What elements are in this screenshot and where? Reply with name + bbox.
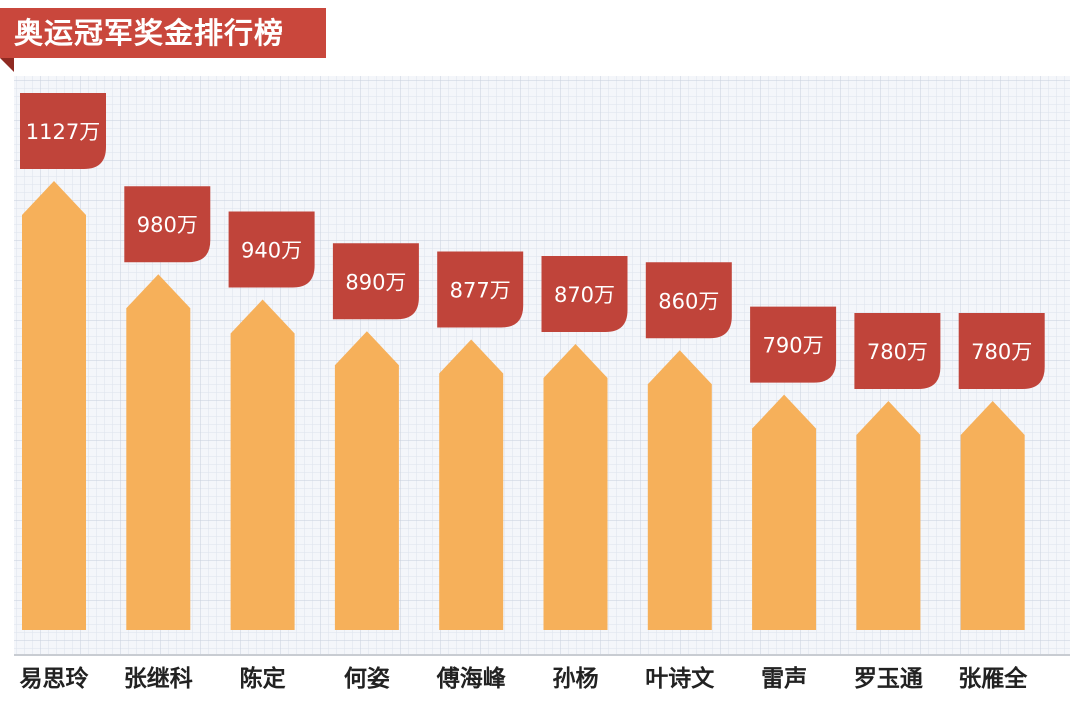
bar-6 — [543, 343, 608, 630]
value-label-box-2 — [124, 186, 211, 263]
x-tick-label-9: 罗玉通 — [854, 666, 923, 692]
x-tick-label-1: 易思玲 — [20, 665, 89, 692]
bar-9 — [856, 401, 921, 630]
value-label-1: 1127万 — [26, 120, 100, 144]
x-tick-label-7: 叶诗文 — [645, 665, 715, 692]
x-tick-label-6: 孙杨 — [553, 665, 599, 692]
x-tick-labels-group: 易思玲 张继科 陈定 何姿 傅海峰 孙杨 叶诗文 雷声 罗玉通 张雁全 — [20, 665, 1029, 692]
value-label-box-8 — [750, 306, 837, 383]
title-ribbon-fold — [0, 58, 14, 72]
bar-8 — [752, 394, 817, 630]
value-label-box-4 — [332, 243, 419, 320]
value-label-10: 780万 — [971, 340, 1032, 364]
value-label-7: 860万 — [658, 289, 719, 313]
bar-4 — [334, 331, 399, 630]
bar-3 — [230, 299, 295, 630]
bar-2 — [126, 274, 191, 630]
bar-1 — [22, 181, 86, 630]
bar-5 — [439, 339, 504, 630]
bars-group — [22, 181, 1025, 630]
value-labels-group: 1127万 980万 940万 890万 877万 870万 860万 790万 780万 780… — [20, 93, 1045, 389]
value-label-6: 870万 — [554, 283, 615, 307]
x-tick-label-5: 傅海峰 — [436, 665, 507, 692]
value-label-box-7 — [645, 262, 732, 339]
bar-7 — [647, 350, 712, 630]
value-label-box-6 — [541, 255, 628, 332]
x-tick-label-8: 雷声 — [761, 666, 807, 692]
x-tick-label-10: 张雁全 — [958, 665, 1028, 692]
value-label-2: 980万 — [137, 213, 198, 237]
value-label-3: 940万 — [241, 239, 302, 263]
value-label-box-1 — [20, 93, 106, 169]
value-label-box-9 — [854, 313, 941, 389]
value-label-4: 890万 — [345, 270, 406, 294]
value-label-5: 877万 — [450, 279, 511, 303]
x-tick-label-2: 张继科 — [124, 665, 193, 692]
value-label-9: 780万 — [867, 340, 928, 364]
chart-title: 奥运冠军奖金排行榜 — [0, 8, 326, 58]
x-tick-label-3: 陈定 — [240, 665, 286, 692]
value-label-box-10 — [958, 313, 1045, 389]
x-tick-label-4: 何姿 — [344, 666, 390, 692]
bar-10 — [960, 401, 1025, 630]
value-label-8: 790万 — [763, 334, 824, 358]
value-label-box-5 — [437, 251, 524, 328]
value-label-box-3 — [228, 211, 315, 288]
